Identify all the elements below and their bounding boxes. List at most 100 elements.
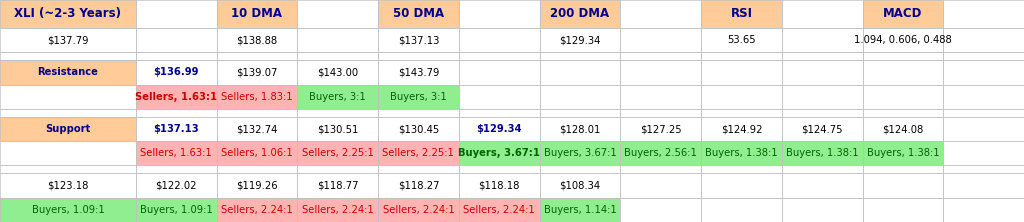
Bar: [701, 109, 781, 117]
Bar: [216, 0, 297, 28]
Bar: [781, 0, 862, 28]
Bar: [459, 198, 540, 222]
Text: $138.88: $138.88: [237, 35, 278, 45]
Bar: [781, 28, 862, 52]
Bar: [378, 173, 459, 198]
Bar: [216, 52, 297, 60]
Bar: [701, 85, 781, 109]
Bar: [378, 60, 459, 85]
Bar: [701, 141, 781, 165]
Text: $123.18: $123.18: [47, 180, 89, 190]
Bar: [297, 117, 378, 141]
Bar: [216, 198, 297, 222]
Bar: [136, 117, 216, 141]
Bar: [943, 165, 1024, 173]
Bar: [136, 173, 216, 198]
Text: $129.34: $129.34: [559, 35, 601, 45]
Text: XLI (~2-3 Years): XLI (~2-3 Years): [14, 8, 122, 20]
Bar: [136, 198, 216, 222]
Text: $136.99: $136.99: [154, 67, 199, 77]
Bar: [378, 198, 459, 222]
Bar: [943, 173, 1024, 198]
Text: Sellers, 2.24:1: Sellers, 2.24:1: [302, 205, 374, 215]
Text: $127.25: $127.25: [640, 124, 681, 134]
Bar: [136, 85, 216, 109]
Bar: [0, 28, 136, 52]
Bar: [459, 60, 540, 85]
Text: $108.34: $108.34: [559, 180, 600, 190]
Bar: [216, 28, 297, 52]
Bar: [621, 0, 701, 28]
Bar: [621, 165, 701, 173]
Bar: [862, 85, 943, 109]
Bar: [136, 165, 216, 173]
Bar: [216, 198, 297, 222]
Text: $122.02: $122.02: [156, 180, 197, 190]
Text: $118.77: $118.77: [316, 180, 358, 190]
Bar: [781, 141, 862, 165]
Bar: [459, 173, 540, 198]
Bar: [621, 85, 701, 109]
Bar: [540, 117, 621, 141]
Text: 50 DMA: 50 DMA: [393, 8, 444, 20]
Text: $139.07: $139.07: [237, 67, 278, 77]
Bar: [0, 198, 136, 222]
Bar: [378, 85, 459, 109]
Bar: [216, 117, 297, 141]
Bar: [0, 117, 136, 141]
Bar: [216, 141, 297, 165]
Text: $132.74: $132.74: [237, 124, 278, 134]
Bar: [378, 0, 459, 28]
Bar: [459, 117, 540, 141]
Text: 10 DMA: 10 DMA: [231, 8, 283, 20]
Text: Buyers, 3.67:1: Buyers, 3.67:1: [458, 148, 540, 158]
Bar: [862, 60, 943, 85]
Bar: [540, 165, 621, 173]
Bar: [216, 141, 297, 165]
Bar: [0, 0, 136, 28]
Text: Sellers, 1.63:1: Sellers, 1.63:1: [135, 92, 217, 102]
Bar: [0, 141, 136, 165]
Bar: [136, 0, 216, 28]
Text: Buyers, 1.38:1: Buyers, 1.38:1: [866, 148, 939, 158]
Bar: [862, 141, 943, 165]
Text: $128.01: $128.01: [559, 124, 601, 134]
Bar: [297, 60, 378, 85]
Bar: [781, 165, 862, 173]
Bar: [862, 198, 943, 222]
Bar: [540, 198, 621, 222]
Bar: [943, 85, 1024, 109]
Text: Buyers, 2.56:1: Buyers, 2.56:1: [625, 148, 697, 158]
Text: Support: Support: [45, 124, 90, 134]
Bar: [862, 109, 943, 117]
Bar: [701, 173, 781, 198]
Bar: [0, 165, 136, 173]
Text: Buyers, 3.67:1: Buyers, 3.67:1: [544, 148, 616, 158]
Bar: [540, 173, 621, 198]
Text: $124.92: $124.92: [721, 124, 762, 134]
Bar: [378, 141, 459, 165]
Bar: [781, 141, 862, 165]
Bar: [701, 165, 781, 173]
Bar: [378, 141, 459, 165]
Bar: [459, 141, 540, 165]
Bar: [540, 85, 621, 109]
Text: $137.79: $137.79: [47, 35, 89, 45]
Bar: [540, 52, 621, 60]
Bar: [621, 109, 701, 117]
Bar: [540, 141, 621, 165]
Bar: [297, 165, 378, 173]
Text: $137.13: $137.13: [397, 35, 439, 45]
Text: Buyers, 1.38:1: Buyers, 1.38:1: [706, 148, 777, 158]
Bar: [862, 0, 943, 28]
Bar: [136, 60, 216, 85]
Text: $118.18: $118.18: [478, 180, 520, 190]
Bar: [540, 141, 621, 165]
Bar: [943, 109, 1024, 117]
Bar: [459, 52, 540, 60]
Text: Sellers, 2.24:1: Sellers, 2.24:1: [221, 205, 293, 215]
Bar: [136, 28, 216, 52]
Bar: [0, 60, 136, 85]
Bar: [781, 117, 862, 141]
Bar: [0, 173, 136, 198]
